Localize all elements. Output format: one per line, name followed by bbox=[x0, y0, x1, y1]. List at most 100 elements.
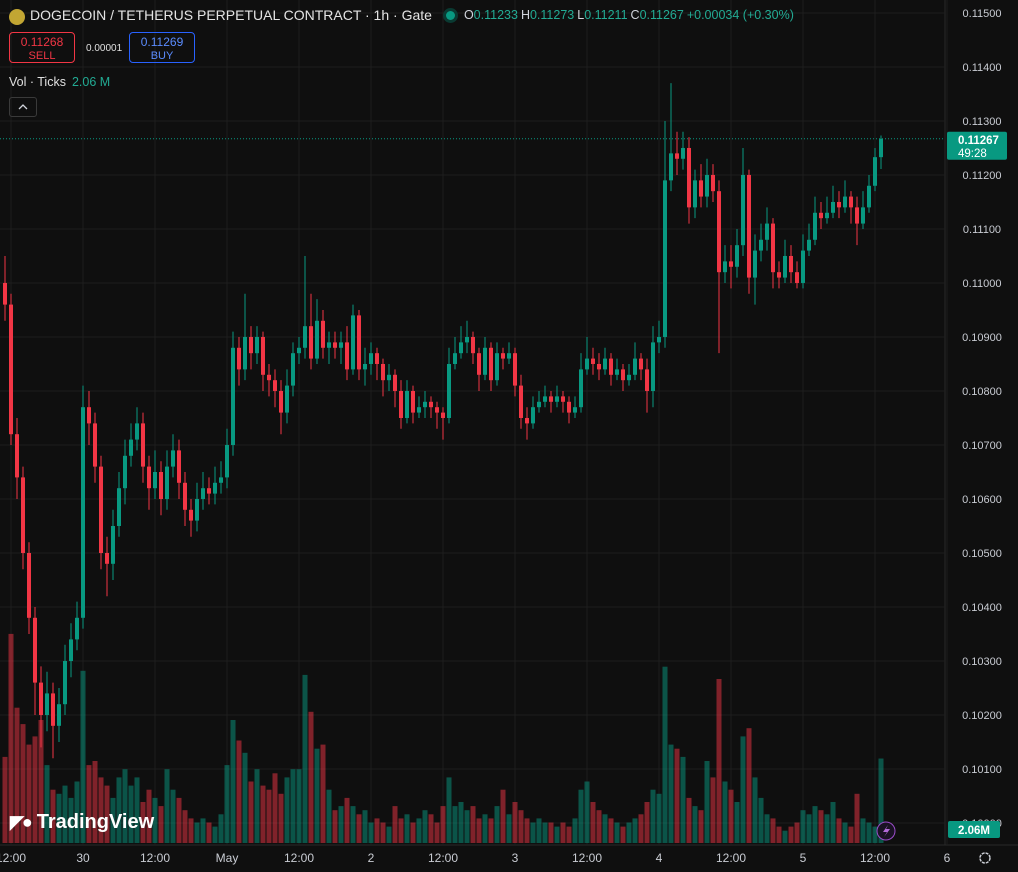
volume-bar bbox=[218, 814, 224, 843]
candle-body bbox=[399, 390, 403, 418]
ohlc-open: O0.11233 bbox=[464, 8, 518, 22]
x-tick-label: 12:00 bbox=[572, 851, 602, 865]
candle-body bbox=[825, 212, 829, 219]
candle-body bbox=[333, 342, 337, 348]
candle-body bbox=[153, 471, 157, 489]
candle-body bbox=[747, 174, 751, 278]
candle-body bbox=[231, 347, 235, 445]
volume-bar bbox=[446, 777, 452, 843]
candle-body bbox=[81, 407, 85, 618]
volume-bar bbox=[182, 810, 188, 843]
candle-body bbox=[681, 147, 685, 159]
volume-bar bbox=[50, 789, 56, 843]
candle-body bbox=[633, 358, 637, 375]
candle-body bbox=[135, 423, 139, 440]
candle-body bbox=[387, 374, 391, 381]
volume-bar bbox=[434, 822, 440, 843]
volume-bar bbox=[728, 789, 734, 843]
candle-body bbox=[15, 434, 19, 478]
sell-price: 0.11268 bbox=[20, 35, 64, 49]
volume-bar bbox=[428, 814, 434, 843]
candle-body bbox=[687, 147, 691, 208]
volume-bar bbox=[878, 758, 884, 843]
candle-body bbox=[507, 353, 511, 359]
candle-body bbox=[327, 342, 331, 348]
volume-bar bbox=[638, 814, 644, 843]
ohlc-key: O bbox=[463, 8, 474, 22]
volume-bar bbox=[2, 756, 8, 843]
candle-body bbox=[735, 245, 739, 267]
volume-bar bbox=[596, 810, 602, 843]
candle-body bbox=[219, 477, 223, 483]
candle-body bbox=[711, 174, 715, 192]
y-tick-label: 0.11400 bbox=[963, 62, 1002, 74]
candle-body bbox=[417, 407, 421, 413]
buy-button[interactable]: 0.11269 BUY bbox=[129, 32, 195, 63]
volume-bar bbox=[230, 720, 236, 843]
candle-body bbox=[495, 353, 499, 381]
volume-bar bbox=[542, 822, 548, 843]
candle-body bbox=[549, 396, 553, 402]
volume-bar bbox=[68, 797, 74, 843]
candle-body bbox=[33, 617, 37, 683]
candle-body bbox=[441, 412, 445, 418]
symbol-title: DOGECOIN / TETHERUS PERPETUAL CONTRACT ·… bbox=[30, 7, 432, 23]
volume-bar bbox=[392, 806, 398, 843]
candle-body bbox=[873, 157, 877, 186]
volume-tag bbox=[948, 821, 1000, 838]
volume-bar bbox=[176, 797, 182, 843]
collapse-button[interactable] bbox=[9, 97, 37, 117]
volume-bar bbox=[584, 781, 590, 843]
settings-icon bbox=[979, 852, 991, 864]
volume-bar bbox=[566, 826, 572, 843]
volume-bar bbox=[464, 810, 470, 843]
candle-body bbox=[849, 196, 853, 208]
volume-bar bbox=[206, 822, 212, 843]
sell-button[interactable]: 0.11268 SELL bbox=[9, 32, 75, 63]
candle-body bbox=[27, 552, 31, 618]
y-tick-label: 0.10200 bbox=[962, 710, 1002, 722]
volume-bar bbox=[116, 777, 122, 843]
candle-body bbox=[57, 704, 61, 726]
candle-body bbox=[279, 390, 283, 413]
volume-bar bbox=[710, 777, 716, 843]
candle-body bbox=[9, 304, 13, 435]
candle-body bbox=[723, 261, 727, 273]
volume-bar bbox=[308, 711, 314, 843]
candle-body bbox=[531, 407, 535, 424]
volume-bar bbox=[518, 810, 524, 843]
volume-bar bbox=[572, 818, 578, 843]
coin-icon bbox=[9, 9, 25, 25]
y-tick-label: 0.10500 bbox=[962, 548, 1002, 560]
candle-body bbox=[207, 488, 211, 494]
volume-bar bbox=[470, 806, 476, 843]
candle-body bbox=[447, 363, 451, 418]
volume-bar bbox=[332, 810, 338, 843]
volume-bar bbox=[452, 806, 458, 843]
candle-body bbox=[369, 353, 373, 364]
candle-body bbox=[651, 342, 655, 391]
volume-bar bbox=[500, 789, 506, 843]
candle-body bbox=[879, 138, 883, 158]
volume-bar bbox=[26, 744, 32, 843]
volume-bar bbox=[554, 826, 560, 843]
volume-bar bbox=[296, 769, 302, 843]
candle-body bbox=[339, 342, 343, 348]
candle-body bbox=[225, 444, 229, 478]
candle-body bbox=[93, 423, 97, 467]
volume-bar bbox=[440, 806, 446, 843]
candle-body bbox=[807, 239, 811, 251]
candle-body bbox=[171, 450, 175, 467]
candle-body bbox=[375, 353, 379, 364]
volume-bar bbox=[818, 810, 824, 843]
volume-bar bbox=[122, 769, 128, 843]
volume-bar bbox=[482, 814, 488, 843]
volume-bar bbox=[620, 826, 626, 843]
y-tick-label: 0.11300 bbox=[963, 116, 1002, 128]
candle-body bbox=[87, 407, 91, 424]
volume-bar bbox=[62, 785, 68, 843]
candle-body bbox=[45, 693, 49, 716]
candle-body bbox=[693, 180, 697, 208]
candle-body bbox=[321, 320, 325, 348]
volume-bar bbox=[746, 728, 752, 843]
